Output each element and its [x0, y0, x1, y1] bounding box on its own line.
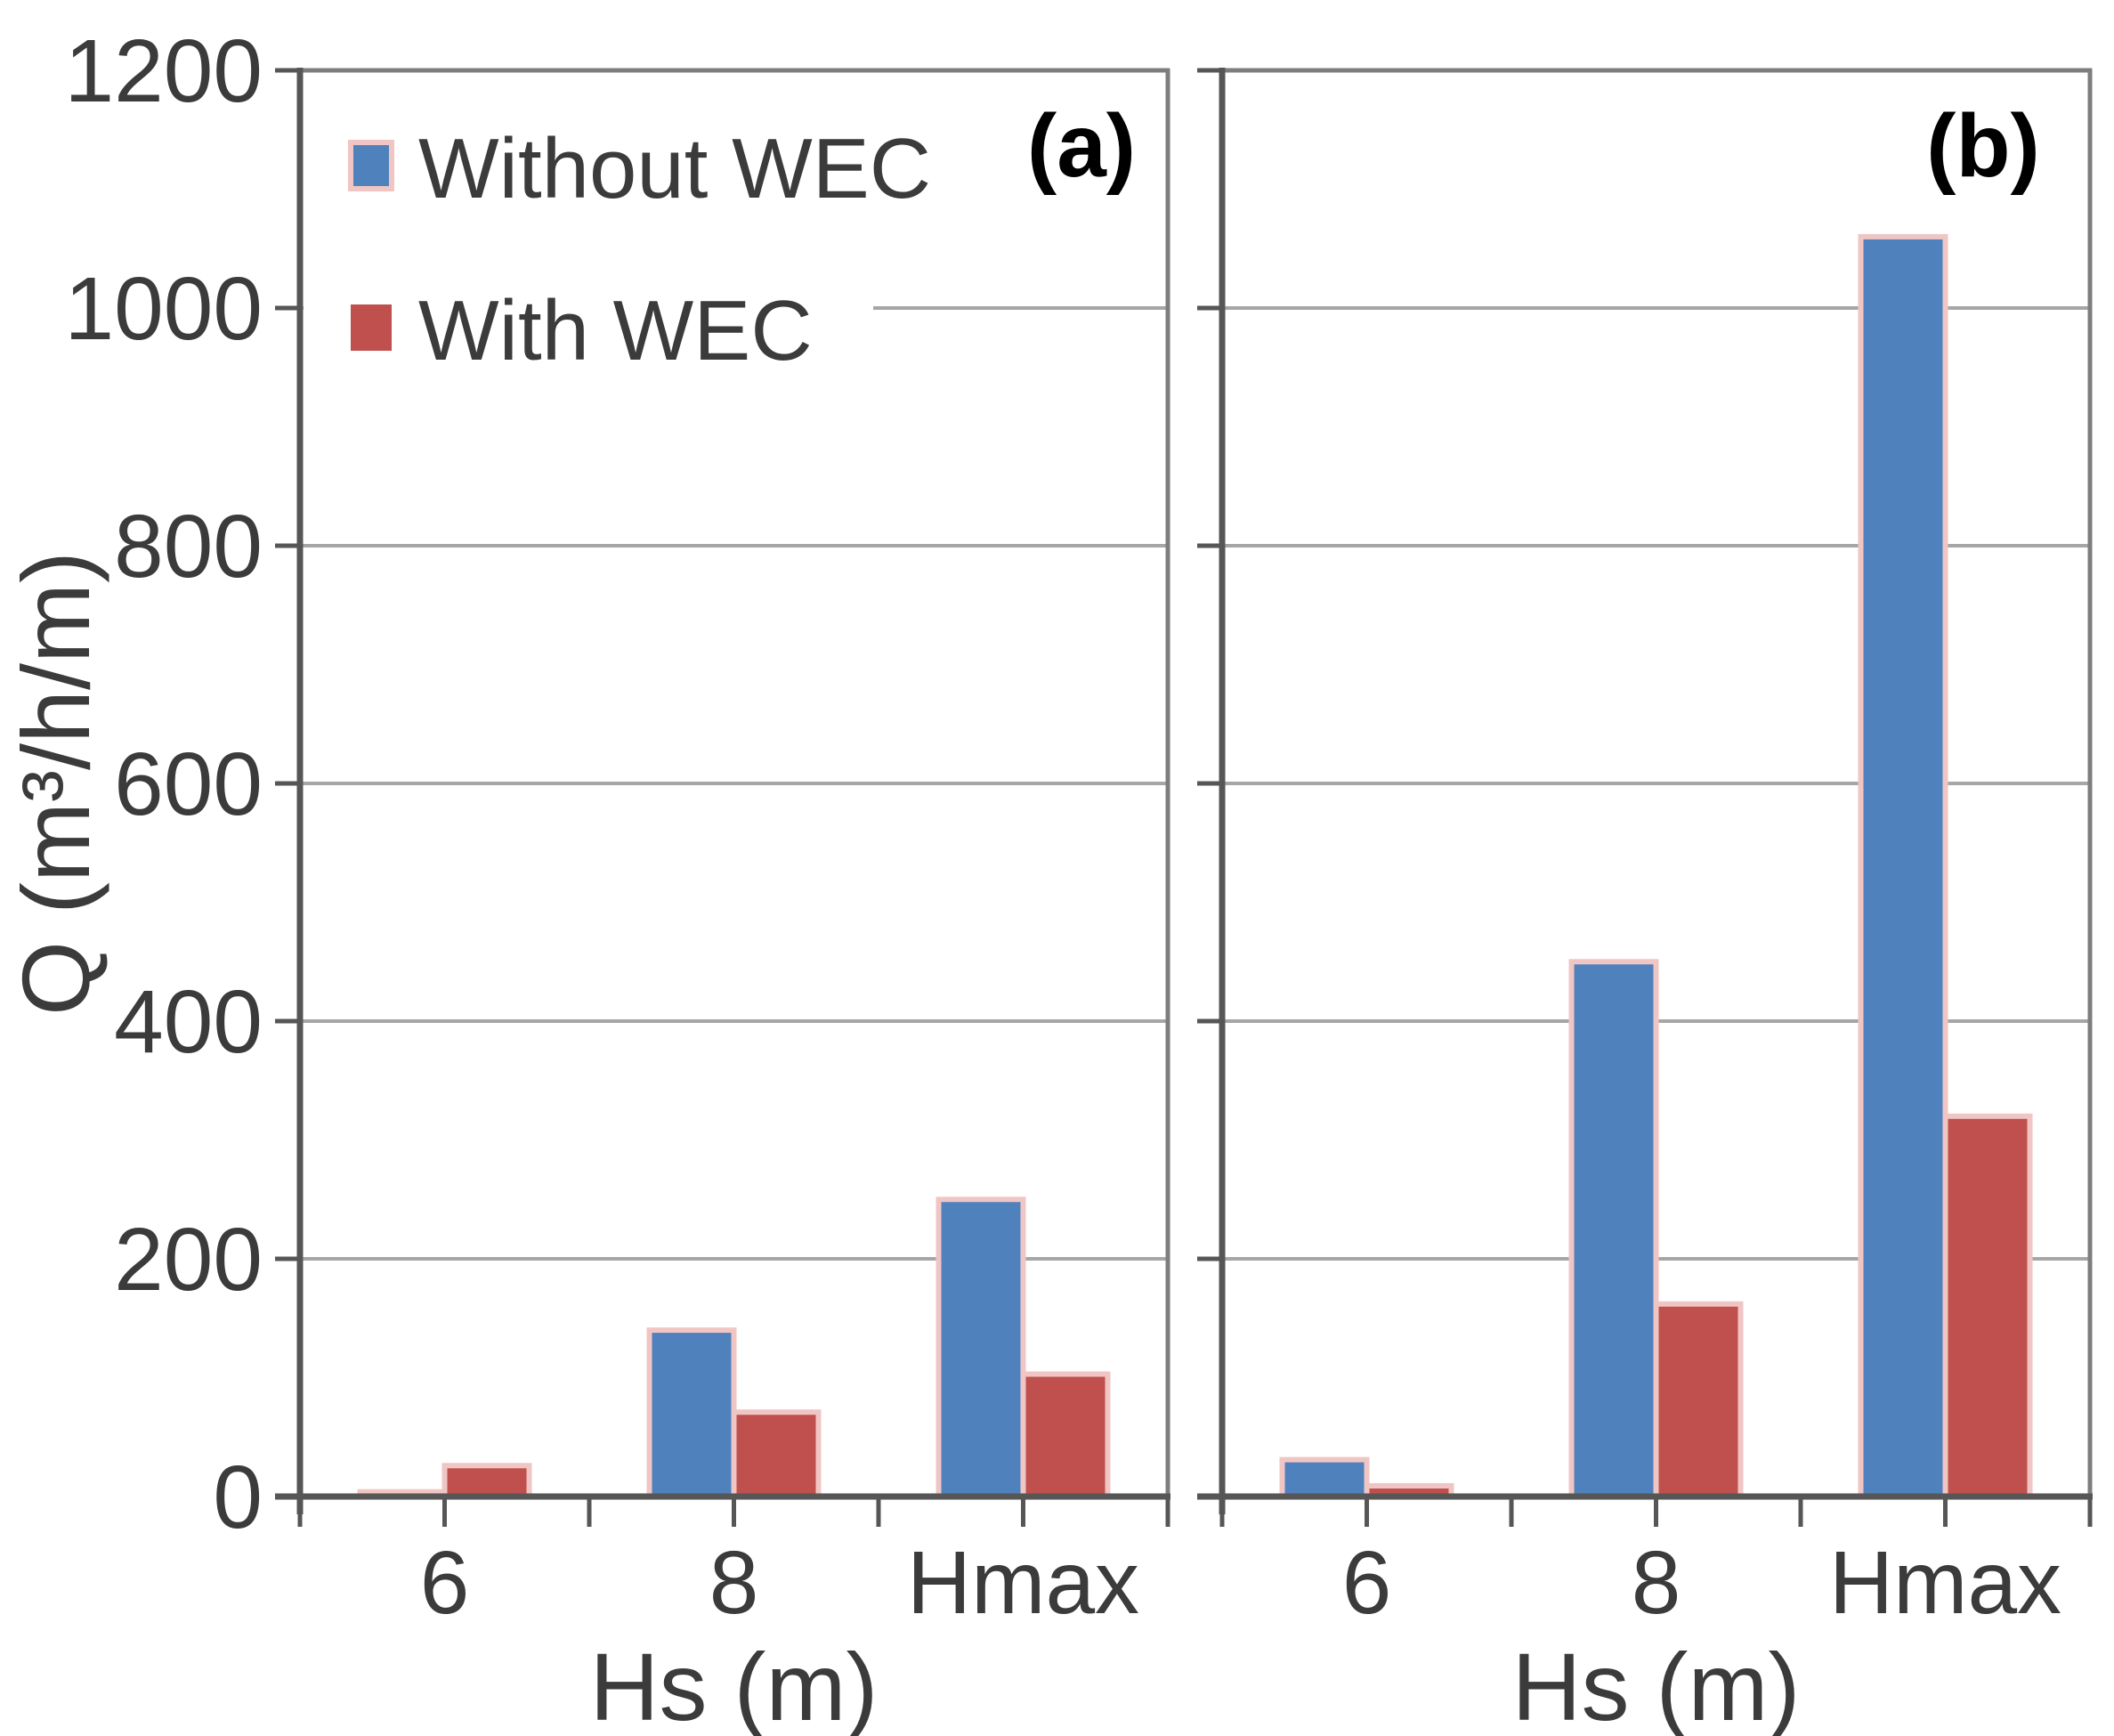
- legend-label-without-wec: Without WEC: [418, 121, 931, 216]
- bar-with-wec-8: [1653, 1301, 1744, 1499]
- bar-with-wec-hmax: [1942, 1113, 2033, 1500]
- x-category-label-8: 8: [709, 1533, 759, 1633]
- x-category-label-hmax: Hmax: [907, 1533, 1139, 1633]
- bar-with-wec-8: [731, 1409, 822, 1499]
- legend-swatch-without-wec: [348, 140, 394, 191]
- x-category-label-hmax: Hmax: [1829, 1533, 2061, 1633]
- x-axis-title: Hs (m): [1512, 1633, 1801, 1736]
- bar-with-wec-hmax: [1020, 1371, 1111, 1499]
- panel-b: 6 8 Hmax Hs (m) (b): [1197, 68, 2093, 1736]
- y-tick-label-400: 400: [114, 972, 263, 1072]
- bar-without-wec-8: [646, 1327, 737, 1499]
- panel-label-a: (a): [1027, 96, 1136, 196]
- y-tick-label-1000: 1000: [65, 259, 263, 359]
- legend-label-with-wec: With WEC: [418, 283, 813, 378]
- y-tick-label-1200: 1200: [65, 21, 263, 121]
- panel-a: 0 200 400 600 800 1000 1200 6 8 Hmax Hs (m) Q (m³/h…: [2, 21, 1170, 1736]
- bar-without-wec-8: [1568, 959, 1659, 1499]
- x-category-label-6: 6: [1342, 1533, 1392, 1633]
- legend: Without WEC With WEC: [348, 121, 931, 378]
- legend-background: [304, 75, 873, 392]
- bar-without-wec-hmax: [1858, 233, 1948, 1499]
- x-axis-title: Hs (m): [590, 1633, 879, 1736]
- y-tick-label-600: 600: [114, 734, 263, 834]
- y-axis-title: Q (m³/h/m): [2, 551, 109, 1016]
- panel-label-b: (b): [1926, 96, 2040, 196]
- y-tick-label-200: 200: [114, 1210, 263, 1310]
- x-category-label-8: 8: [1632, 1533, 1681, 1633]
- bar-with-wec-6: [441, 1463, 532, 1500]
- bar-without-wec-hmax: [936, 1197, 1026, 1499]
- x-category-label-6: 6: [420, 1533, 470, 1633]
- bar-without-wec-6: [1279, 1456, 1370, 1499]
- y-tick-label-800: 800: [114, 497, 263, 596]
- y-tick-label-0: 0: [213, 1448, 263, 1547]
- legend-swatch-with-wec: [351, 304, 392, 351]
